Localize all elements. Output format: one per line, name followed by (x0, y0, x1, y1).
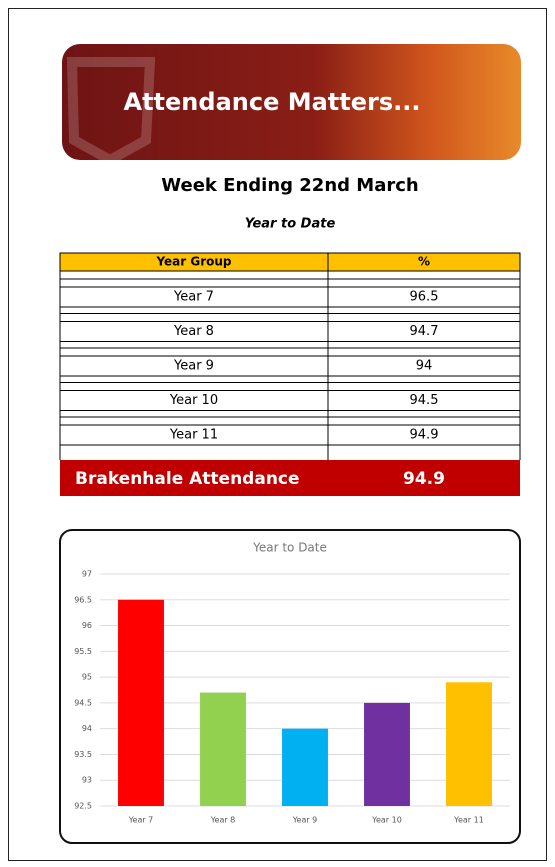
y-tick-label: 94 (82, 724, 92, 733)
total-label: Brakenhale Attendance (75, 469, 300, 489)
chart-title: Year to Date (252, 541, 327, 555)
heading: Week Ending 22nd March (161, 175, 418, 196)
table-cell: 94.9 (410, 428, 439, 443)
x-tick-label: Year 8 (210, 816, 236, 825)
y-tick-label: 93.5 (74, 750, 92, 759)
y-tick-label: 92.5 (74, 802, 92, 811)
table-cell: Year 9 (173, 359, 214, 374)
table-header-cell: % (418, 255, 430, 269)
x-tick-label: Year 11 (453, 816, 484, 825)
table-header-cell: Year Group (155, 255, 231, 269)
y-tick-label: 95.5 (74, 647, 92, 656)
table-cell: 96.5 (410, 290, 439, 305)
table-cell: Year 10 (169, 393, 218, 408)
table-cell: Year 8 (173, 324, 214, 339)
bar (282, 729, 328, 806)
bar (118, 600, 164, 806)
y-tick-label: 94.5 (74, 698, 92, 707)
y-tick-label: 93 (82, 776, 92, 785)
bar (200, 693, 246, 806)
table-header-bg (60, 253, 520, 271)
bar (446, 682, 492, 806)
bar (364, 703, 410, 806)
x-tick-label: Year 7 (128, 816, 154, 825)
total-value: 94.9 (403, 469, 445, 489)
y-tick-label: 96 (82, 621, 92, 630)
table-cell: 94.5 (410, 393, 439, 408)
x-tick-label: Year 10 (371, 816, 402, 825)
banner-title: Attendance Matters... (124, 88, 421, 116)
subheading: Year to Date (245, 217, 336, 232)
x-tick-label: Year 9 (292, 816, 318, 825)
y-tick-label: 95 (82, 673, 92, 682)
y-tick-label: 97 (82, 570, 92, 579)
table-cell: 94.7 (410, 324, 439, 339)
table-cell: 94 (416, 359, 433, 374)
table-cell: Year 11 (169, 428, 218, 443)
table-cell: Year 7 (173, 290, 214, 305)
y-tick-label: 96.5 (74, 595, 92, 604)
page: Attendance Matters... Week Ending 22nd M… (0, 0, 555, 867)
